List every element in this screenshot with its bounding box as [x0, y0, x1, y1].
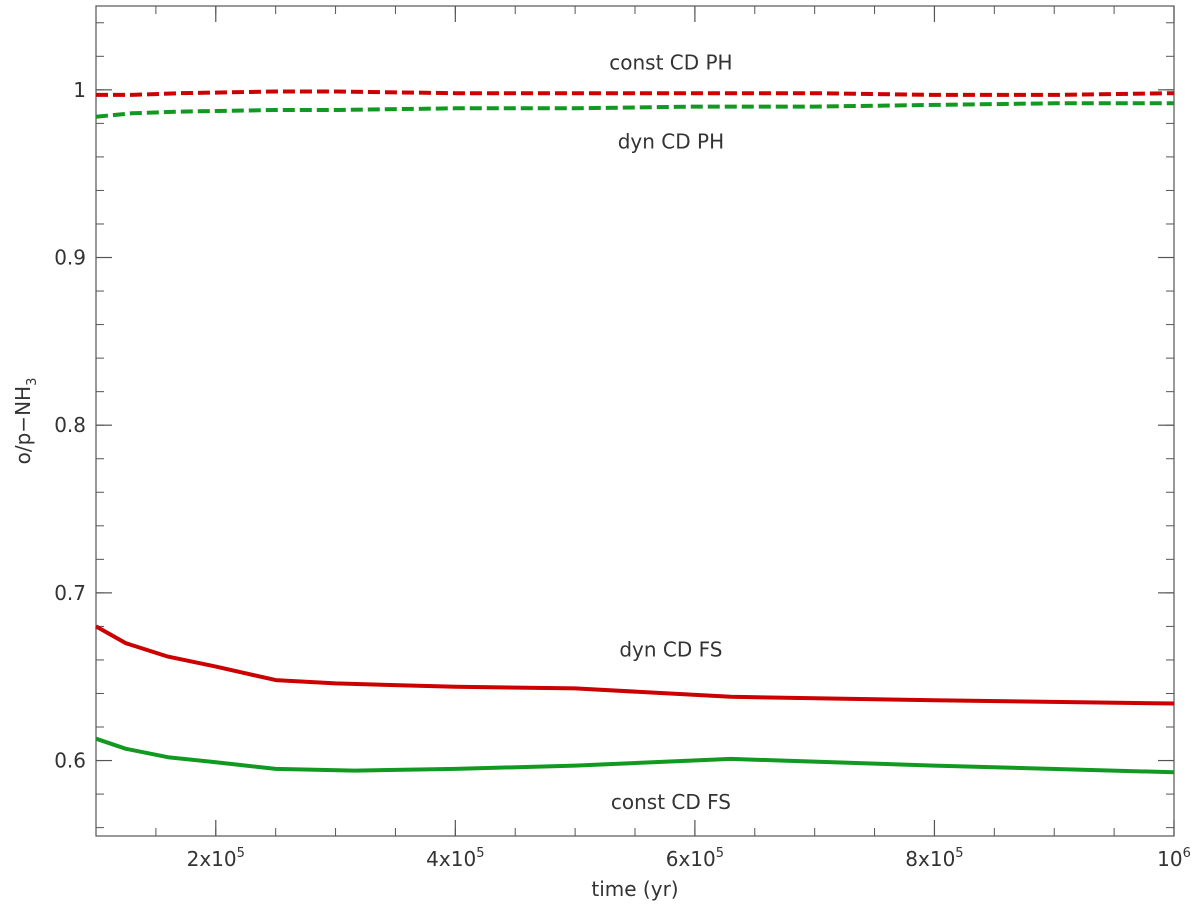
x-tick-mantissa: 8x10 [905, 847, 955, 871]
x-tick-exponent: 5 [237, 846, 245, 861]
series-line-4 [95, 736, 1175, 775]
x-tick-mantissa: 4x10 [426, 847, 476, 871]
series-annotation: dyn CD PH [618, 130, 724, 154]
y-tick-label: 1 [73, 78, 86, 102]
x-tick-label: 2x105 [187, 846, 245, 871]
y-tick-label: 0.9 [54, 246, 86, 270]
y-axis-label: o/p−NH3 [11, 378, 40, 465]
x-axis-label: time (yr) [591, 877, 678, 901]
x-tick-mantissa: 2x10 [187, 847, 237, 871]
x-tick-label: 4x105 [426, 846, 484, 871]
series-line-3 [95, 624, 1175, 706]
series-annotation: const CD FS [611, 790, 731, 814]
x-tick-exponent: 5 [476, 846, 484, 861]
x-tick-exponent: 5 [716, 846, 724, 861]
x-tick-label: 6x105 [666, 846, 724, 871]
x-tick-exponent: 6 [1183, 846, 1191, 861]
x-tick-mantissa: 10 [1157, 847, 1182, 871]
y-tick-label: 0.8 [54, 413, 86, 437]
x-tick-label: 8x105 [905, 846, 963, 871]
series-annotation: const CD PH [609, 51, 732, 75]
x-tick-exponent: 5 [955, 846, 963, 861]
series-annotation: dyn CD FS [619, 638, 722, 662]
annotations: const CD PH dyn CD PH dyn CD FS const CD FS [609, 51, 732, 814]
x-tick-mantissa: 6x10 [666, 847, 716, 871]
y-tick-label: 0.6 [54, 749, 86, 773]
series-group [95, 89, 1175, 775]
y-tick-label: 0.7 [54, 581, 86, 605]
series-line-2 [95, 101, 1174, 119]
y-axis-label-subscript: 3 [25, 378, 40, 386]
x-tick-label: 106 [1157, 846, 1191, 871]
series-line-1 [96, 89, 1175, 97]
y-axis-label-main: o/p−NH [11, 386, 35, 464]
